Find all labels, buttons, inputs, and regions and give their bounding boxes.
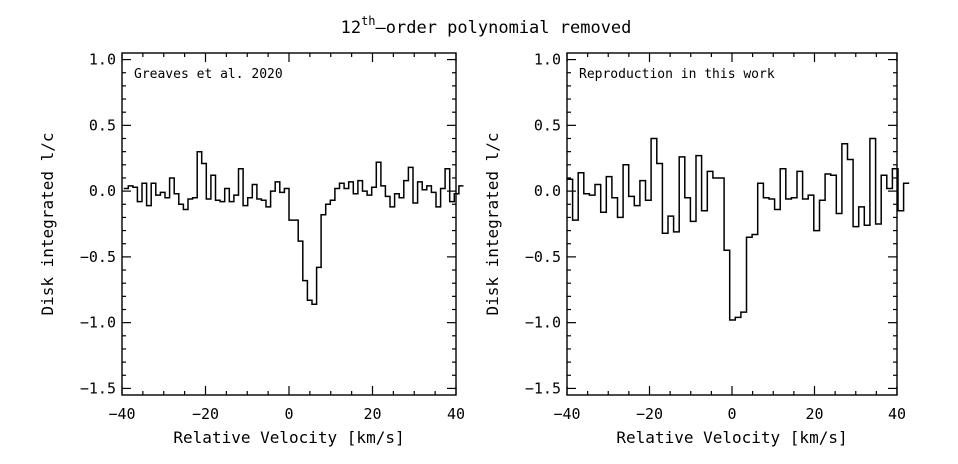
left-panel-y-axis-label: Disk integrated l/c — [38, 132, 57, 315]
right-panel-y-axis-label: Disk integrated l/c — [483, 132, 502, 315]
right-panel-y-tick-label: −1.0 — [525, 314, 561, 332]
right-panel-y-tick-label: −0.5 — [525, 248, 561, 266]
left-panel-x-tick-label: 0 — [284, 405, 293, 423]
left-panel-x-tick-label: −20 — [192, 405, 219, 423]
left-panel-y-tick-label: −0.5 — [80, 248, 116, 266]
right-panel-x-tick-label: −20 — [636, 405, 663, 423]
left-panel-y-tick-label: −1.0 — [80, 314, 116, 332]
right-panel-x-tick-label: 0 — [727, 405, 736, 423]
left-panel-x-tick-label: 20 — [363, 405, 381, 423]
right-panel-y-tick-label: 1.0 — [534, 51, 561, 69]
figure-title-suffix: –order polynomial removed — [376, 18, 632, 38]
right-panel-y-tick-label: −1.5 — [525, 379, 561, 397]
left-panel-x-axis-label: Relative Velocity [km/s] — [173, 428, 404, 447]
right-panel-tick-labels: −40 −20 0 20 40 −1.5 −1.0 −0.5 0.0 0.5 1.0 — [525, 51, 906, 423]
right-panel-series-line — [567, 137, 910, 321]
left-panel: −40 −20 0 20 40 −1.5 −1.0 −0.5 0.0 0.5 1.0 Greaves… — [38, 51, 465, 447]
left-panel-x-tick-label: 40 — [447, 405, 465, 423]
right-panel: −40 −20 0 20 40 −1.5 −1.0 −0.5 0.0 0.5 1.0 Reprodu… — [483, 51, 910, 447]
right-panel-x-tick-label: 40 — [888, 405, 906, 423]
left-panel-y-tick-label: 1.0 — [89, 51, 116, 69]
left-panel-series-line — [123, 150, 464, 305]
left-panel-tick-labels: −40 −20 0 20 40 −1.5 −1.0 −0.5 0.0 0.5 1.0 — [80, 51, 465, 423]
right-panel-x-tick-label: 20 — [805, 405, 823, 423]
figure-title: 12th–order polynomial removed — [341, 14, 632, 38]
figure-title-superscript: th — [361, 14, 375, 28]
left-panel-ticks — [121, 53, 457, 395]
right-panel-x-axis-label: Relative Velocity [km/s] — [616, 428, 847, 447]
right-panel-ticks — [566, 53, 898, 395]
left-panel-frame — [121, 52, 457, 396]
right-panel-annotation: Reproduction in this work — [579, 67, 775, 82]
right-panel-y-tick-label: 0.0 — [534, 182, 561, 200]
right-panel-y-tick-label: 0.5 — [534, 116, 561, 134]
left-panel-y-tick-label: 0.0 — [89, 182, 116, 200]
left-panel-y-tick-label: 0.5 — [89, 116, 116, 134]
left-panel-y-tick-label: −1.5 — [80, 379, 116, 397]
right-panel-frame — [566, 52, 898, 396]
right-panel-x-tick-label: −40 — [553, 405, 580, 423]
left-panel-annotation: Greaves et al. 2020 — [134, 67, 283, 82]
figure-title-prefix: 12 — [341, 18, 361, 38]
left-panel-x-tick-label: −40 — [108, 405, 135, 423]
